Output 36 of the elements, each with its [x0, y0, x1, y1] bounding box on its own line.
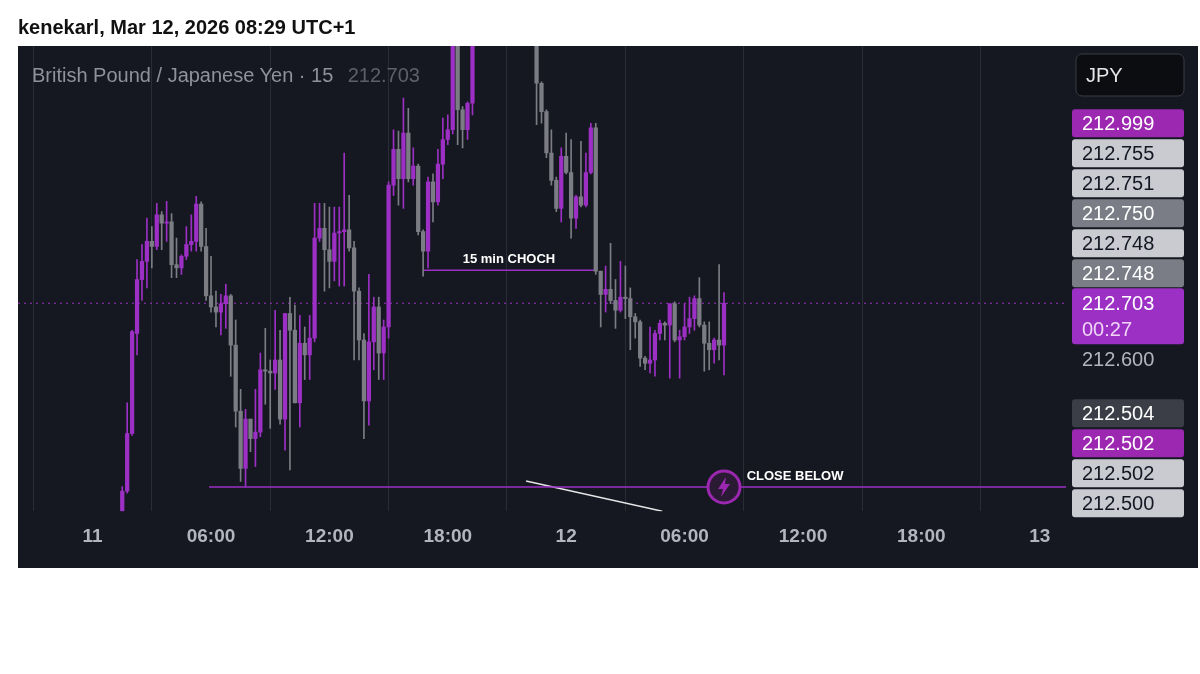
text: 212.748: [1082, 231, 1155, 254]
x-tick-label: 13: [1029, 524, 1051, 546]
x-tick-label: 12:00: [778, 524, 828, 546]
annotation: 212.703: [347, 63, 420, 86]
text: 212.502: [1082, 461, 1155, 484]
x-tick-label: 06:00: [186, 524, 236, 546]
candlestick: [273, 309, 278, 390]
candlestick: [578, 141, 584, 208]
text: 212.703: [1082, 291, 1155, 314]
x-tick-label: 12:00: [305, 524, 354, 546]
x-tick-label: 18:00: [423, 524, 473, 546]
text: 212.600: [1082, 347, 1155, 370]
x-tick-label: 06:00: [660, 524, 709, 546]
chart-subtitle: kenekarl, Mar 12, 2026 08:29 UTC+1: [17, 15, 357, 40]
x-tick-label: 11: [82, 524, 104, 546]
text: 00:27: [1082, 317, 1133, 340]
text: 212.500: [1082, 491, 1155, 514]
text: 212.999: [1082, 111, 1155, 134]
candlestick: [263, 328, 268, 405]
text: 212.748: [1082, 261, 1155, 284]
candlestick: [149, 226, 154, 269]
x-tick-label: 12: [555, 524, 577, 546]
text: 212.504: [1082, 401, 1155, 424]
candlestick: [647, 326, 653, 374]
text: 212.755: [1082, 141, 1155, 164]
annotation: CLOSE BELOW: [746, 468, 845, 484]
candlestick: [302, 326, 307, 380]
text: British Pound / Japanese Yen · 15: [32, 63, 334, 86]
candlestick: [287, 296, 293, 471]
text: JPY: [1086, 63, 1123, 86]
text: 212.750: [1082, 201, 1155, 224]
annotation: 15 min CHOCH: [462, 251, 556, 267]
text: 212.751: [1082, 171, 1155, 194]
candlestick: [159, 211, 164, 251]
x-tick-label: 18:00: [897, 524, 946, 546]
text: 212.502: [1082, 431, 1155, 454]
